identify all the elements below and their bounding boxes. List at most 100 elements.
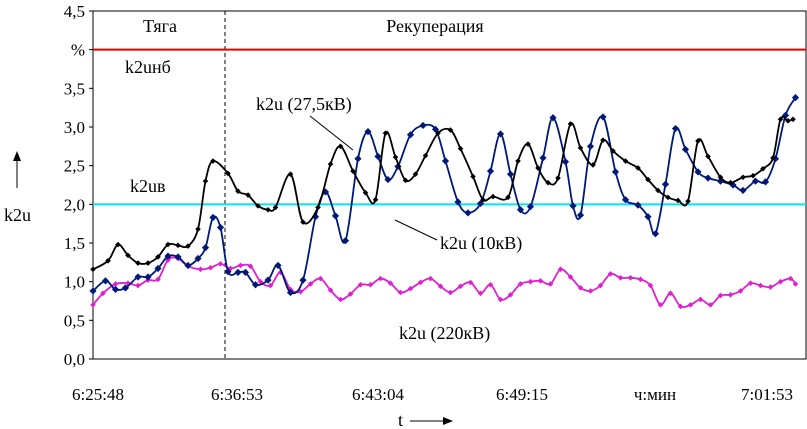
series-2-point-16 <box>257 278 264 285</box>
series-1-point-58 <box>694 168 702 176</box>
y-tick-label-8: % <box>71 41 85 60</box>
series-1-point-64 <box>761 178 770 186</box>
series-0-point-28 <box>392 154 399 160</box>
series-1-point-17 <box>251 281 260 289</box>
series-1-point-63 <box>751 177 760 185</box>
series-0-point-61 <box>750 172 756 179</box>
series-0-point-41 <box>535 165 541 171</box>
series-2-point-4 <box>135 282 141 289</box>
series-0-point-0 <box>90 266 96 273</box>
series-0-point-6 <box>155 254 161 260</box>
series-2-point-38 <box>477 290 484 297</box>
series-2-point-25 <box>347 291 354 297</box>
series-1-point-35 <box>454 198 462 206</box>
series-line-2 <box>92 256 797 309</box>
series-0-point-12 <box>210 158 216 164</box>
series-1-point-52 <box>634 201 642 209</box>
series-0-point-2 <box>115 241 121 248</box>
series-0-point-34 <box>457 145 464 152</box>
series-0-point-43 <box>555 175 561 181</box>
x-axis: 6:25:48 6:36:53 6:43:04 6:49:15 ч:мин 7:… <box>72 385 793 404</box>
series-2-point-62 <box>717 292 724 299</box>
series-1-point-32 <box>419 121 427 130</box>
series-0-point-51 <box>645 176 651 183</box>
series-2-point-36 <box>457 283 464 290</box>
series-0-point-9 <box>185 243 191 249</box>
series-0-point-19 <box>287 171 294 177</box>
series-0-point-58 <box>717 174 724 181</box>
series-1-point-28 <box>374 152 382 160</box>
series-2-point-69 <box>787 275 794 282</box>
series-2-point-60 <box>697 296 704 303</box>
y-tick-label-1: 0,5 <box>64 311 85 330</box>
plot-area <box>92 10 807 360</box>
series-1-point-24 <box>331 212 340 220</box>
series-2-point-49 <box>587 288 594 294</box>
series-2-point-39 <box>487 281 494 288</box>
series-1-point-34 <box>441 157 450 165</box>
series-2-point-13 <box>227 265 234 272</box>
series-layer <box>89 94 800 310</box>
x-tick-label-2: 6:43:04 <box>352 385 404 404</box>
y-axis-title: k2u <box>4 205 31 225</box>
y-tick-label-4: 2,0 <box>64 195 85 214</box>
series-2-point-1 <box>100 290 106 297</box>
series-1-point-41 <box>516 206 525 214</box>
series-2-point-14 <box>237 262 244 269</box>
series-2-point-22 <box>317 275 324 282</box>
series-1-point-57 <box>681 145 690 154</box>
threshold-label-k2unb: k2uнб <box>125 57 171 77</box>
series-2-point-10 <box>197 266 204 273</box>
series-1-point-11 <box>201 244 210 252</box>
series-2-point-17 <box>267 282 274 289</box>
series-2-point-68 <box>777 278 784 285</box>
y-tick-label-5: 2,5 <box>64 157 85 176</box>
series-1-point-12 <box>209 213 217 222</box>
series-0-point-15 <box>245 192 251 198</box>
series-2-point-55 <box>647 282 654 289</box>
series-2-point-23 <box>327 287 334 293</box>
series-1-point-59 <box>704 174 712 182</box>
series-0-point-45 <box>577 145 584 151</box>
series-1-point-7 <box>164 252 172 260</box>
series-2-point-66 <box>757 282 764 289</box>
series-2-point-63 <box>727 292 734 298</box>
x-tick-label-0: 6:25:48 <box>72 385 124 404</box>
series-0-point-1 <box>105 257 111 264</box>
series-2-point-24 <box>337 296 344 303</box>
series-0-point-38 <box>505 194 511 201</box>
series-1-point-48 <box>586 142 595 150</box>
series-0-point-57 <box>705 153 711 160</box>
series-1-point-3 <box>121 284 130 292</box>
series-0-point-48 <box>610 148 616 154</box>
series-2-point-52 <box>617 275 624 281</box>
series-0-point-40 <box>525 141 531 147</box>
series-1-point-39 <box>496 130 505 138</box>
series-2-point-28 <box>377 275 384 282</box>
series-0-point-26 <box>372 196 379 203</box>
series-0-point-55 <box>685 198 691 205</box>
series-1-point-19 <box>274 261 282 270</box>
series-0-point-21 <box>315 204 321 211</box>
series-0-point-39 <box>515 158 521 164</box>
series-2-point-27 <box>367 281 374 288</box>
series-0-point-17 <box>265 206 271 213</box>
series-0-point-66 <box>790 116 796 123</box>
leader-line-27-5kv <box>309 115 354 151</box>
series-0-point-32 <box>435 130 441 136</box>
x-axis-title: t <box>398 410 403 429</box>
series-1-point-36 <box>464 209 472 217</box>
series-2-point-40 <box>497 296 504 303</box>
series-0-point-60 <box>740 174 746 181</box>
series-1-point-53 <box>644 213 652 221</box>
series-0-point-35 <box>470 173 476 180</box>
series-2-point-41 <box>507 292 514 298</box>
series-2-point-57 <box>667 290 674 297</box>
x-tick-label-4: ч:мин <box>634 385 676 404</box>
series-0-point-7 <box>165 241 171 248</box>
series-1-point-0 <box>89 287 97 295</box>
region-label-traction: Тяга <box>143 16 177 36</box>
series-2-point-35 <box>447 289 454 296</box>
series-1-point-47 <box>576 211 585 219</box>
y-axis: 0,0 0,5 1,0 1,5 2,0 2,5 3,0 3,5% 4,5 <box>64 2 93 369</box>
